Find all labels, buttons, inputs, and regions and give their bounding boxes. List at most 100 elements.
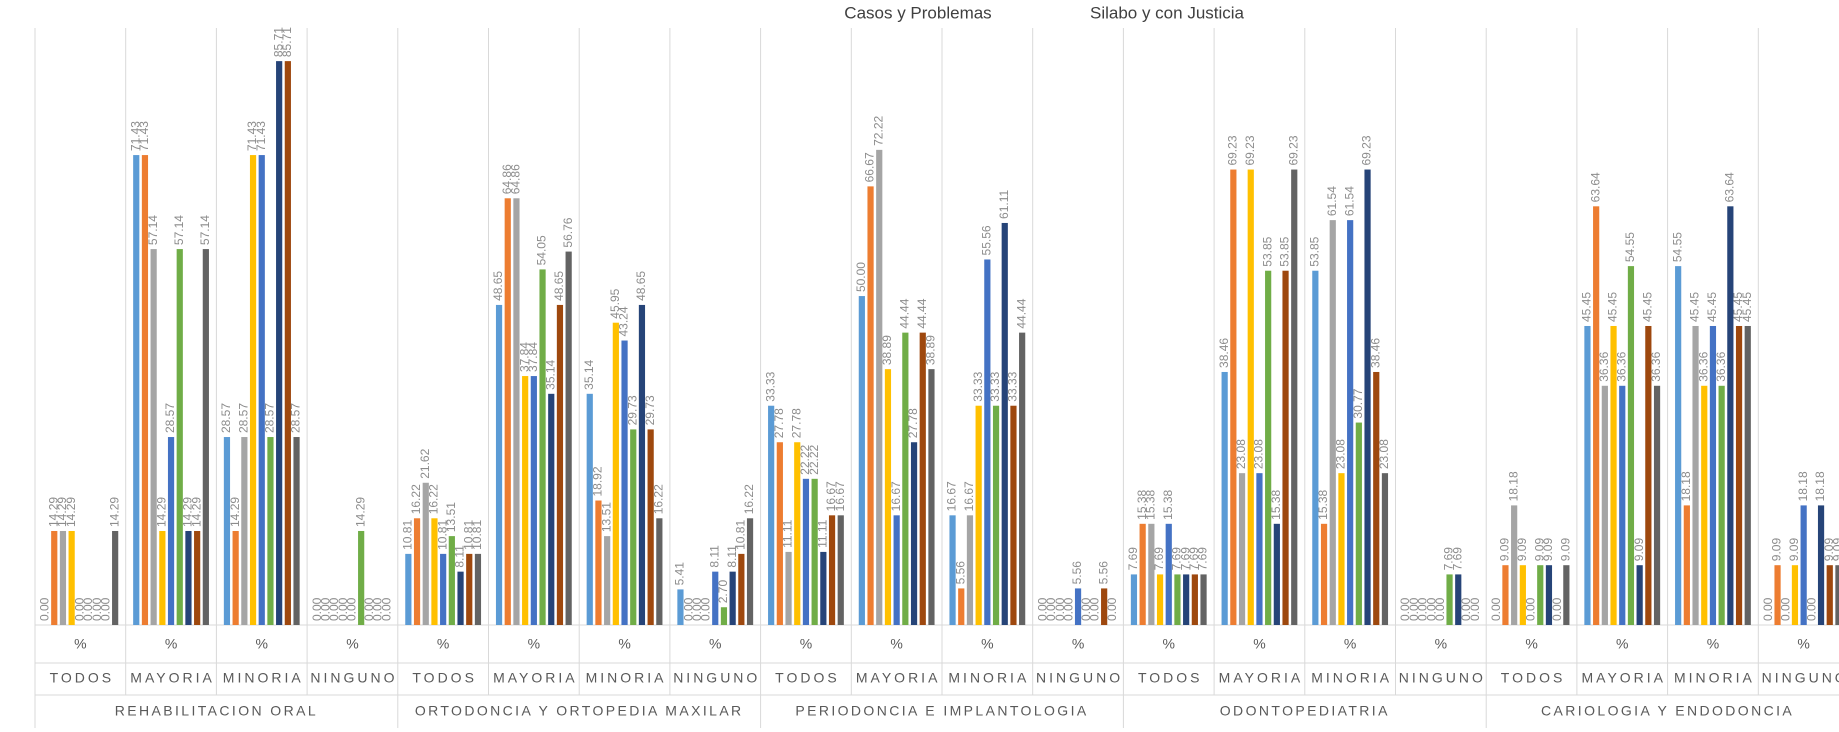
data-label: 23.08 bbox=[1234, 439, 1248, 469]
bar bbox=[141, 155, 149, 625]
data-label: 0.00 bbox=[690, 597, 704, 621]
data-label: 37.84 bbox=[526, 342, 540, 372]
bar bbox=[249, 155, 257, 625]
bar bbox=[167, 437, 175, 625]
data-label: 11.11 bbox=[781, 519, 795, 548]
data-label: 33.33 bbox=[971, 371, 985, 401]
data-label: 71.43 bbox=[128, 121, 142, 151]
data-label: 28.57 bbox=[237, 403, 251, 433]
data-label: 9.09 bbox=[1559, 538, 1573, 562]
x-tick-label: MINORIA bbox=[948, 670, 1029, 686]
data-label: 16.22 bbox=[409, 484, 423, 514]
bar bbox=[612, 322, 619, 625]
data-label: 5.56 bbox=[1070, 561, 1084, 585]
data-label: 0.00 bbox=[1407, 597, 1421, 621]
bar bbox=[1800, 505, 1807, 625]
data-label: 0.00 bbox=[1468, 597, 1482, 621]
data-label: 0.00 bbox=[362, 597, 376, 621]
x-tick-label: MAYORIA bbox=[1219, 670, 1304, 686]
data-label: 16.22 bbox=[427, 484, 441, 514]
category-unit: % bbox=[165, 636, 177, 652]
data-label: 69.23 bbox=[1360, 135, 1374, 165]
category-unit: % bbox=[1616, 636, 1628, 652]
bar bbox=[1200, 574, 1207, 625]
bar bbox=[1718, 385, 1725, 625]
data-label: 57.14 bbox=[146, 215, 160, 245]
data-label: 0.00 bbox=[681, 597, 695, 621]
data-label: 45.45 bbox=[1606, 292, 1620, 322]
data-label: 57.14 bbox=[172, 215, 186, 245]
bar bbox=[422, 482, 429, 625]
category-unit: % bbox=[800, 636, 812, 652]
data-label: 9.09 bbox=[1632, 538, 1646, 562]
bar bbox=[1683, 505, 1690, 625]
bar bbox=[284, 61, 291, 626]
bar bbox=[656, 518, 663, 625]
data-label: 55.56 bbox=[980, 225, 994, 255]
data-label: 14.29 bbox=[155, 497, 169, 527]
data-label: 63.64 bbox=[1588, 172, 1602, 202]
bar bbox=[241, 437, 248, 625]
category-unit: % bbox=[1435, 636, 1447, 652]
data-label: 33.33 bbox=[1006, 371, 1020, 401]
data-label: 0.00 bbox=[1489, 597, 1503, 621]
x-tick-label: MAYORIA bbox=[130, 670, 215, 686]
category-unit: % bbox=[528, 636, 540, 652]
data-label: 16.67 bbox=[962, 481, 976, 511]
data-label: 0.00 bbox=[99, 597, 113, 621]
data-label: 56.76 bbox=[561, 217, 575, 247]
bar bbox=[1817, 505, 1825, 625]
category-unit: % bbox=[1072, 636, 1084, 652]
data-label: 36.36 bbox=[1614, 351, 1628, 381]
data-label: 18.18 bbox=[1679, 471, 1693, 501]
data-label: 64.86 bbox=[509, 164, 523, 194]
bar bbox=[975, 405, 982, 625]
data-label: 18.18 bbox=[1506, 471, 1520, 501]
data-label: 18.18 bbox=[1796, 471, 1810, 501]
data-label: 38.46 bbox=[1217, 338, 1231, 368]
data-label: 69.23 bbox=[1286, 135, 1300, 165]
data-label: 29.73 bbox=[643, 395, 657, 425]
data-label: 9.09 bbox=[1515, 538, 1529, 562]
bar bbox=[194, 530, 201, 625]
data-label: 27.78 bbox=[906, 408, 920, 438]
category-unit: % bbox=[1525, 636, 1537, 652]
data-label: 0.00 bbox=[699, 597, 713, 621]
bar bbox=[1329, 220, 1336, 625]
bar bbox=[1001, 222, 1008, 626]
x-tick-label: NINGUNO bbox=[673, 670, 760, 686]
data-label: 33.33 bbox=[988, 371, 1002, 401]
data-label: 38.89 bbox=[924, 335, 938, 365]
bar bbox=[1221, 371, 1228, 625]
bar bbox=[1247, 169, 1254, 625]
bar bbox=[984, 259, 991, 625]
data-label: 0.00 bbox=[327, 597, 341, 621]
bar bbox=[595, 500, 602, 625]
data-label: 53.85 bbox=[1260, 236, 1274, 266]
data-label: 61.54 bbox=[1342, 186, 1356, 216]
bar bbox=[785, 551, 792, 625]
bar bbox=[1709, 325, 1717, 625]
data-label: 0.00 bbox=[73, 597, 87, 621]
bar bbox=[1519, 565, 1526, 625]
data-label: 13.51 bbox=[599, 502, 613, 532]
bar bbox=[1230, 169, 1237, 625]
bar bbox=[858, 296, 865, 625]
category-unit: % bbox=[1797, 636, 1809, 652]
category-unit: % bbox=[74, 636, 86, 652]
data-label: 0.00 bbox=[1053, 597, 1067, 621]
x-tick-label: NINGUNO bbox=[310, 670, 397, 686]
bar bbox=[902, 332, 909, 625]
bar bbox=[405, 553, 412, 625]
data-label: 14.29 bbox=[64, 497, 78, 527]
bar bbox=[867, 186, 874, 625]
bar bbox=[448, 536, 455, 625]
bar bbox=[267, 437, 274, 625]
bar bbox=[768, 405, 775, 625]
data-label: 21.62 bbox=[418, 448, 432, 478]
data-label: 11.11 bbox=[816, 519, 830, 548]
bar bbox=[530, 376, 537, 625]
bar bbox=[746, 518, 754, 625]
data-label: 0.00 bbox=[1805, 597, 1819, 621]
bar bbox=[1381, 473, 1389, 625]
